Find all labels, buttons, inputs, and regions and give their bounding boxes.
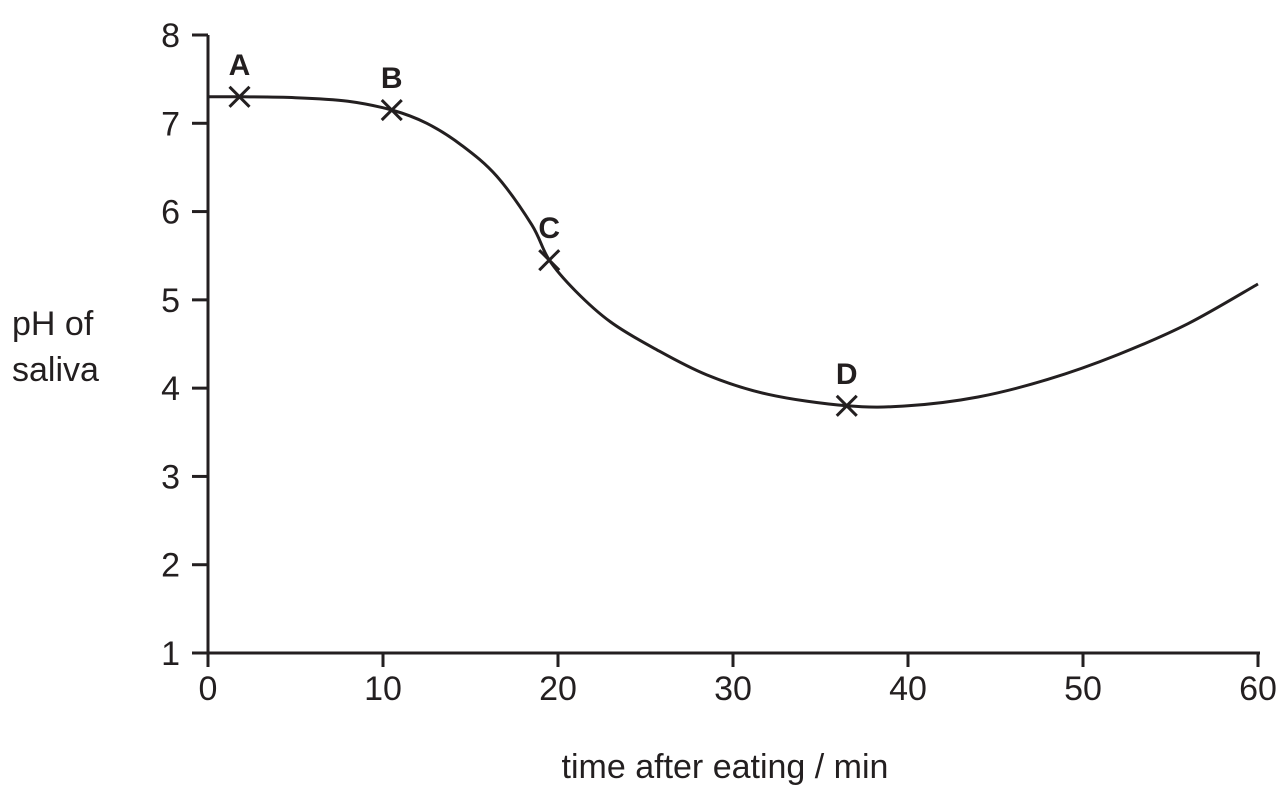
y-axis-label: pH of saliva — [12, 305, 103, 389]
point-c: C — [538, 212, 561, 272]
point-marker-stroke — [835, 394, 858, 417]
point-marker-stroke — [380, 98, 403, 122]
x-tick-label: 0 — [199, 670, 218, 708]
x-ticks: 0 10 20 30 40 50 60 — [199, 653, 1277, 708]
x-tick-label: 60 — [1239, 670, 1277, 708]
y-tick-label: 4 — [161, 370, 180, 408]
y-tick-label: 8 — [161, 17, 180, 55]
point-label: C — [538, 212, 560, 245]
y-axis-label-line-2: saliva — [12, 351, 99, 389]
point-marker-stroke — [538, 249, 561, 272]
y-tick-label: 1 — [161, 635, 180, 673]
point-marker-stroke — [228, 85, 251, 108]
x-tick-label: 50 — [1064, 670, 1102, 708]
ph-curve — [207, 95, 1259, 409]
y-tick-label: 2 — [161, 547, 180, 585]
point-b: B — [380, 62, 403, 122]
y-tick-label: 6 — [161, 194, 180, 232]
x-tick-label: 20 — [539, 670, 577, 708]
x-axis-label: time after eating / min — [562, 748, 889, 785]
point-markers: A B C D — [228, 49, 858, 417]
point-label: A — [229, 49, 251, 82]
point-d: D — [835, 358, 858, 417]
y-tick-label: 3 — [161, 458, 180, 496]
point-label: B — [381, 62, 403, 95]
y-tick-label: 5 — [161, 282, 180, 320]
y-ticks: 1 2 3 4 5 6 7 8 — [161, 17, 208, 673]
y-tick-label: 7 — [161, 105, 180, 143]
y-axis-label-line-1: pH of — [12, 305, 94, 343]
point-label: D — [836, 358, 858, 391]
point-a: A — [228, 49, 251, 108]
x-tick-label: 40 — [889, 670, 927, 708]
x-tick-label: 30 — [714, 670, 752, 708]
x-tick-label: 10 — [364, 670, 402, 708]
axes — [206, 35, 1260, 655]
